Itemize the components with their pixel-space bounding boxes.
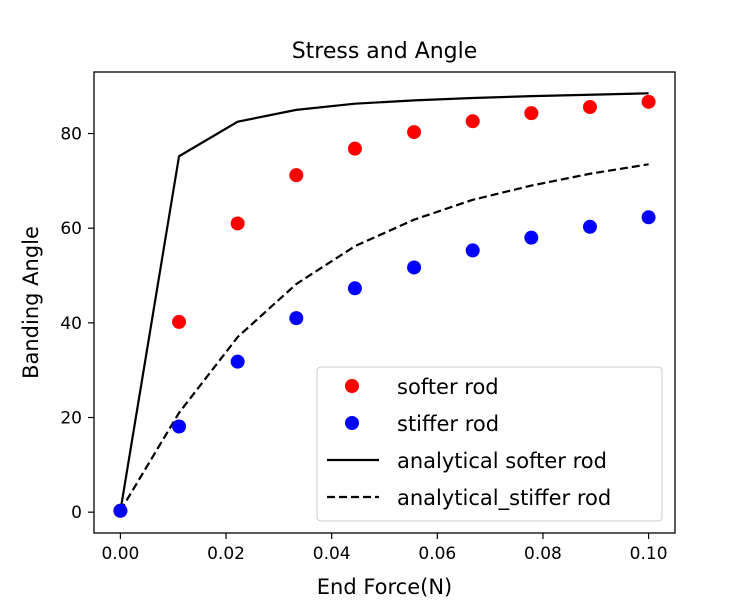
legend-marker-softer-rod xyxy=(345,379,359,393)
point-softer-rod xyxy=(407,125,422,140)
chart-title: Stress and Angle xyxy=(292,39,478,64)
x-tick-label: 0.08 xyxy=(524,544,562,564)
y-tick-label: 20 xyxy=(60,409,82,429)
x-tick-label: 0.00 xyxy=(101,544,139,564)
plot-frame xyxy=(93,71,676,534)
legend: softer rod stiffer rod analytical softer… xyxy=(316,366,663,522)
series-line-analytical-stiffer-rod xyxy=(119,163,649,512)
series-layer xyxy=(113,92,656,518)
x-tick-label: 0.04 xyxy=(313,544,351,564)
legend-label-analytical-softer-rod: analytical softer rod xyxy=(397,449,607,473)
x-tick-label: 0.02 xyxy=(207,544,245,564)
point-softer-rod xyxy=(641,94,656,109)
y-tick-label: 40 xyxy=(60,314,82,334)
point-softer-rod xyxy=(465,114,480,129)
point-stiffer-rod xyxy=(347,281,362,296)
y-tick-label: 60 xyxy=(60,219,82,239)
point-softer-rod xyxy=(289,168,304,183)
point-stiffer-rod xyxy=(289,311,304,326)
point-softer-rod xyxy=(230,216,245,231)
point-stiffer-rod xyxy=(407,260,422,275)
point-stiffer-rod xyxy=(524,230,539,245)
x-axis-label: End Force(N) xyxy=(317,575,453,599)
x-axis-ticks: 0.00 0.02 0.04 0.06 0.08 0.10 xyxy=(101,533,668,564)
point-stiffer-rod xyxy=(641,210,656,225)
legend-marker-stiffer-rod xyxy=(345,416,359,430)
point-stiffer-rod xyxy=(113,503,128,518)
x-tick-label: 0.10 xyxy=(630,544,668,564)
point-softer-rod xyxy=(347,141,362,156)
point-stiffer-rod xyxy=(465,243,480,258)
y-tick-label: 0 xyxy=(71,503,82,523)
legend-label-softer-rod: softer rod xyxy=(397,375,499,399)
point-stiffer-rod xyxy=(230,354,245,369)
legend-label-stiffer-rod: stiffer rod xyxy=(397,412,499,436)
y-axis-ticks: 0 20 40 60 80 xyxy=(60,125,94,523)
point-softer-rod xyxy=(172,314,187,329)
point-softer-rod xyxy=(524,106,539,121)
legend-box xyxy=(316,366,663,522)
y-axis-label: Banding Angle xyxy=(19,226,43,379)
y-tick-label: 80 xyxy=(60,125,82,145)
point-stiffer-rod xyxy=(172,419,187,434)
x-tick-label: 0.06 xyxy=(418,544,456,564)
point-stiffer-rod xyxy=(582,219,597,234)
point-softer-rod xyxy=(582,100,597,115)
series-line-analytical-softer-rod xyxy=(119,92,649,511)
legend-label-analytical-stiffer-rod: analytical_stiffer rod xyxy=(397,486,611,511)
